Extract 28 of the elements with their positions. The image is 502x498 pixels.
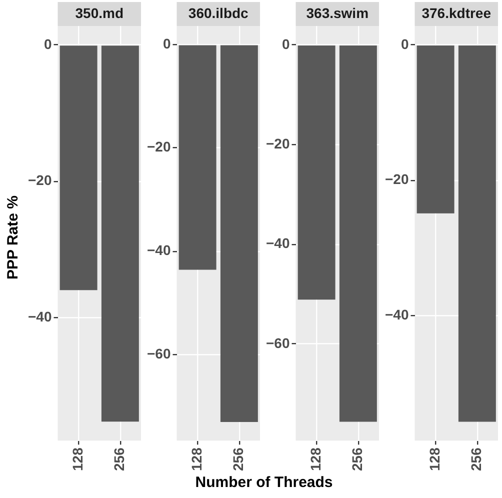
y-tick-label: 0 xyxy=(44,36,52,52)
x-tick-label: 256 xyxy=(468,447,484,471)
x-tick-label: 256 xyxy=(230,447,246,471)
y-tick-label: −20 xyxy=(28,172,52,188)
y-tick-label: 0 xyxy=(400,36,409,52)
x-tick-label: 128 xyxy=(426,447,442,471)
x-tick-label: 256 xyxy=(349,447,366,471)
chart-title: 363.swim xyxy=(306,4,369,21)
x-tick-label: 256 xyxy=(111,447,128,471)
y-tick-label: 0 xyxy=(162,35,171,52)
x-axis-title: Number of Threads xyxy=(194,474,334,491)
y-tick-label: −60 xyxy=(266,334,290,351)
y-tick-label: −60 xyxy=(147,345,171,362)
chart-title: 350.md xyxy=(75,4,124,21)
y-tick-label: −20 xyxy=(266,135,290,152)
y-tick-label: −40 xyxy=(266,235,290,252)
chart-title: 360.ilbdc xyxy=(188,4,249,21)
y-tick-label: −40 xyxy=(147,242,171,258)
y-tick-label: 0 xyxy=(282,36,290,52)
y-axis-title: PPP Rate % xyxy=(4,195,22,279)
x-tick-label: 128 xyxy=(69,447,86,471)
x-tick-label: 128 xyxy=(307,447,324,471)
y-tick-label: −20 xyxy=(147,138,171,155)
y-tick-label: −40 xyxy=(28,308,52,324)
chart-title: 376.kdtree xyxy=(422,4,492,21)
x-tick-label: 128 xyxy=(188,447,204,471)
y-tick-label: −40 xyxy=(385,306,409,322)
y-tick-label: −20 xyxy=(385,171,409,188)
